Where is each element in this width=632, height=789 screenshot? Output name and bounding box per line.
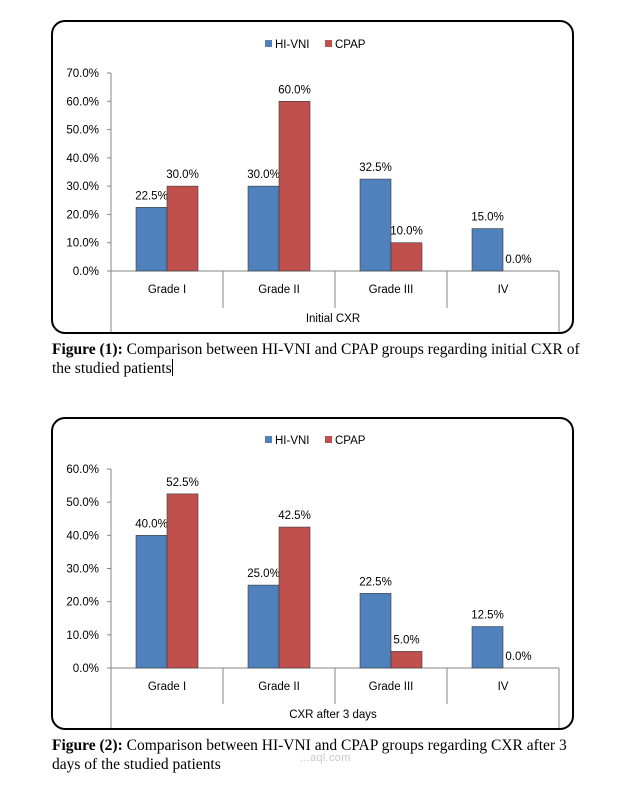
x-tick-label: Grade II: [258, 284, 300, 296]
data-label: 52.5%: [166, 477, 199, 489]
legend-swatch-0: [265, 40, 272, 47]
x-tick-label: Grade II: [258, 681, 300, 693]
data-label: 42.5%: [278, 510, 311, 522]
x-axis-title: CXR after 3 days: [289, 709, 377, 721]
data-label: 22.5%: [135, 190, 168, 202]
chart-panel-initial-cxr: HI-VNI CPAP 0.0% 10.0% 20.0% 30.0% 40.0% 50.0% 6…: [51, 20, 574, 334]
bar-cpap: [166, 185, 199, 272]
figure-2-caption: Figure (2): Comparison between HI-VNI an…: [52, 736, 582, 774]
data-label: 5.0%: [393, 634, 419, 646]
bar-hivni: [135, 535, 168, 669]
y-tick-label: 10.0%: [66, 630, 99, 642]
data-label: 0.0%: [505, 651, 531, 663]
legend-label-0: HI-VNI: [275, 39, 310, 51]
bar-hivni: [471, 228, 504, 272]
x-tick-label: Grade III: [369, 681, 414, 693]
bar-hivni: [359, 178, 392, 272]
y-tick-label: 20.0%: [66, 209, 99, 221]
data-label: 32.5%: [359, 162, 392, 174]
y-tick-label: 50.0%: [66, 497, 99, 509]
text-cursor: [171, 359, 173, 376]
data-label: 60.0%: [278, 84, 311, 96]
data-label: 15.0%: [471, 212, 504, 224]
legend-swatch-1: [325, 40, 332, 47]
bar-hivni: [135, 207, 168, 272]
bar-chart-initial-cxr: HI-VNI CPAP 0.0% 10.0% 20.0% 30.0% 40.0% 50.0% 6…: [66, 39, 560, 332]
y-tick-label: 70.0%: [66, 68, 99, 80]
figure-1-caption: Figure (1): Comparison between HI-VNI an…: [52, 340, 582, 378]
y-tick-label: 0.0%: [73, 663, 99, 675]
data-label: 0.0%: [505, 254, 531, 266]
x-tick-label: Grade III: [369, 284, 414, 296]
data-label: 30.0%: [166, 169, 199, 181]
bar-cpap: [166, 493, 199, 669]
y-tick-label: 40.0%: [66, 530, 99, 542]
y-tick-label: 0.0%: [73, 266, 99, 278]
data-label: 40.0%: [135, 518, 168, 530]
data-label: 25.0%: [247, 568, 280, 580]
figure-2-text: Comparison between HI-VNI and CPAP group…: [52, 737, 567, 773]
y-tick-label: 30.0%: [66, 564, 99, 576]
x-tick-label: Grade I: [148, 681, 186, 693]
bar-hivni: [359, 593, 392, 669]
data-label: 10.0%: [390, 226, 423, 238]
legend-swatch-1: [325, 436, 332, 443]
y-tick-label: 50.0%: [66, 125, 99, 137]
data-label: 22.5%: [359, 576, 392, 588]
y-tick-label: 60.0%: [66, 464, 99, 476]
y-tick-label: 40.0%: [66, 153, 99, 165]
bar-cpap: [390, 242, 423, 272]
chart-panel-cxr-after-3-days: HI-VNI CPAP 0.0% 10.0% 20.0% 30.0% 40.0% 50.0% 6…: [51, 417, 574, 730]
bar-cpap: [278, 100, 311, 272]
bar-hivni: [247, 584, 280, 669]
x-tick-label: Grade I: [148, 284, 186, 296]
data-label: 12.5%: [471, 610, 504, 622]
figure-1-text: Comparison between HI-VNI and CPAP group…: [52, 341, 580, 377]
y-tick-label: 60.0%: [66, 96, 99, 108]
watermark: ...aql.com: [300, 752, 351, 764]
bar-hivni: [247, 185, 280, 272]
legend-label-0: HI-VNI: [275, 435, 310, 447]
legend-label-1: CPAP: [335, 435, 366, 447]
bar-chart-cxr-after-3-days: HI-VNI CPAP 0.0% 10.0% 20.0% 30.0% 40.0% 50.0% 6…: [66, 435, 560, 728]
figure-1-label: Figure (1):: [52, 341, 123, 358]
legend-label-1: CPAP: [335, 39, 366, 51]
y-tick-label: 20.0%: [66, 597, 99, 609]
x-tick-label: IV: [498, 284, 509, 296]
bar-hivni: [471, 626, 504, 669]
x-axis-title: Initial CXR: [306, 313, 360, 325]
data-label: 30.0%: [247, 169, 280, 181]
bar-cpap: [278, 526, 311, 669]
legend-swatch-0: [265, 436, 272, 443]
y-tick-label: 30.0%: [66, 181, 99, 193]
figure-2-label: Figure (2):: [52, 737, 123, 754]
x-tick-label: IV: [498, 681, 509, 693]
bar-cpap: [390, 651, 423, 669]
y-tick-label: 10.0%: [66, 238, 99, 250]
